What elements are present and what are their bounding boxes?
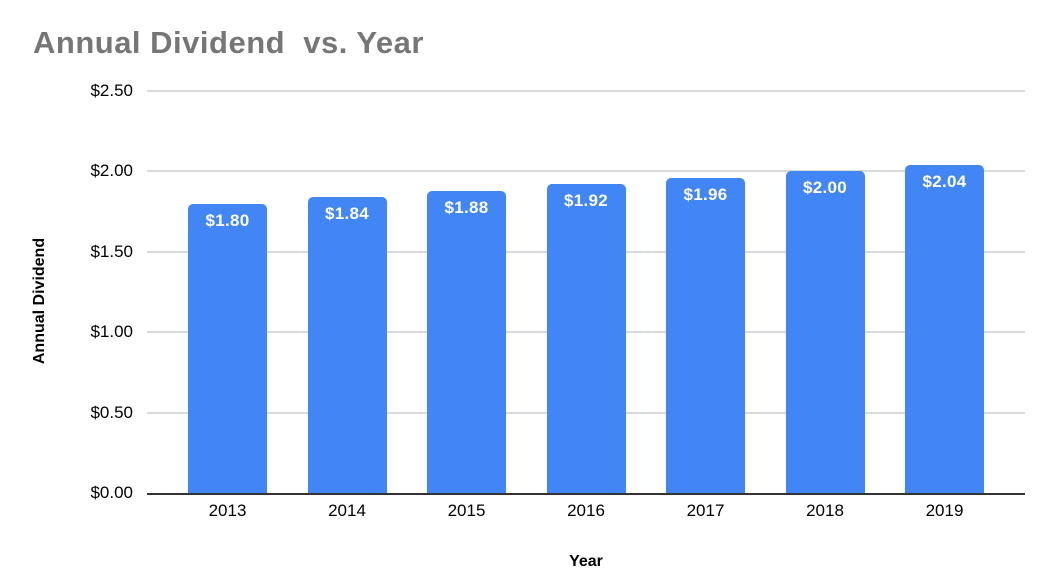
gridline (147, 90, 1025, 92)
gridline (147, 170, 1025, 173)
bar-2018: $2.00 (785, 171, 865, 493)
x-axis-tick-labels: 2013 2014 2015 2016 2017 2018 2019 (147, 501, 1025, 521)
y-tick-label: $1.00 (90, 322, 133, 342)
chart-title: Annual Dividend vs. Year (33, 25, 424, 60)
bar-value-label: $1.88 (444, 197, 489, 217)
bar-value-label: $2.04 (922, 171, 967, 191)
plot-area: $1.80 $1.84 $1.88 $1.92 $1.96 $2.00 $2.04 (147, 90, 1025, 495)
bar-series: $1.80 $1.84 $1.88 $1.92 $1.96 $2.00 $2.04 (147, 91, 1025, 493)
x-tick-label: 2017 (686, 501, 725, 520)
x-tick-label: 2014 (328, 501, 366, 520)
bar-2016: $1.92 (546, 184, 626, 493)
bar-value-label: $1.96 (683, 184, 728, 204)
bar-value-label: $1.80 (205, 210, 250, 230)
bar-2017: $1.96 (666, 177, 745, 493)
y-tick-label: $0.50 (90, 402, 133, 422)
y-tick-label: $0.00 (90, 483, 133, 502)
y-axis-tick-labels: $2.50 $2.00 $1.50 $1.00 $0.50 $0.00 (0, 81, 133, 502)
bar-2013: $1.80 (188, 203, 267, 493)
bar-value-label: $1.92 (563, 191, 609, 211)
x-tick-label: 2018 (806, 501, 844, 520)
y-tick-label: $1.50 (90, 241, 133, 261)
y-tick-label: $2.50 (90, 81, 133, 100)
x-tick-label: 2019 (925, 501, 964, 520)
x-tick-label: 2013 (208, 501, 247, 520)
bar-2014: $1.84 (307, 197, 387, 493)
bar-value-label: $1.84 (324, 204, 370, 224)
bar-2019: $2.04 (905, 164, 984, 493)
bar-2015: $1.88 (427, 190, 506, 493)
x-tick-label: 2015 (447, 501, 486, 520)
x-tick-label: 2016 (567, 501, 605, 520)
y-tick-label: $2.00 (90, 161, 133, 181)
x-axis-title: Year (569, 553, 603, 570)
bar-value-label: $2.00 (802, 178, 848, 198)
